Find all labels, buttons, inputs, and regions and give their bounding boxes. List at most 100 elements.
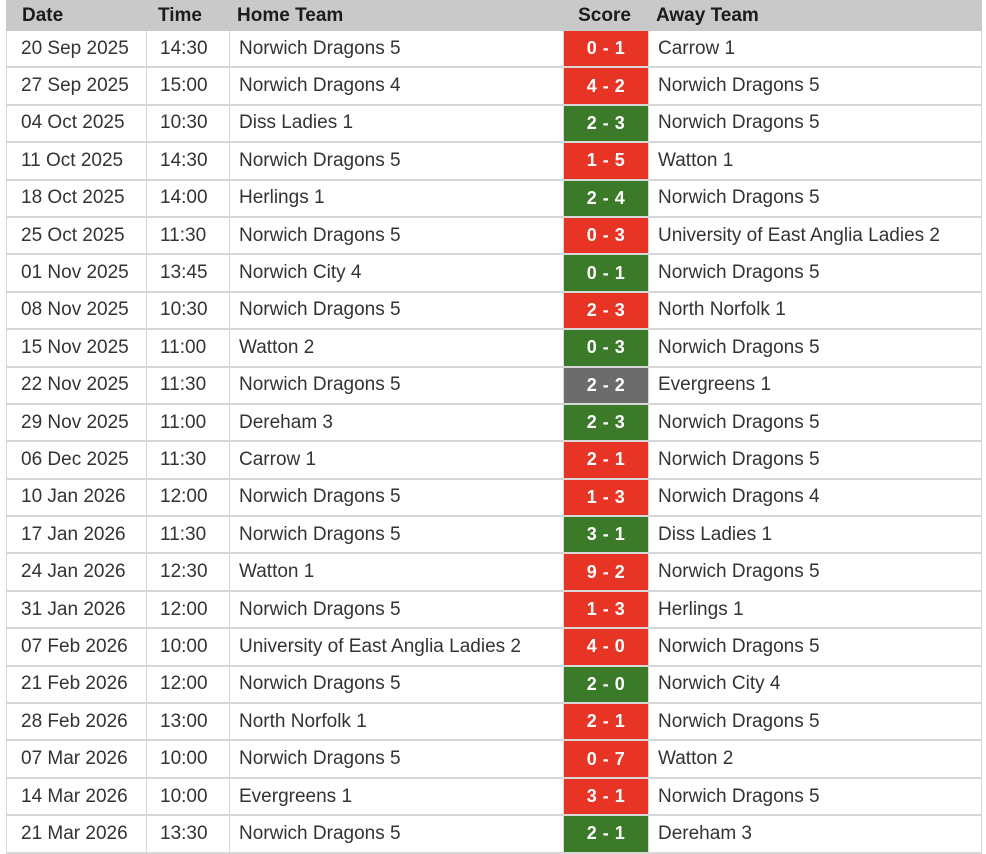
date-cell: 15 Nov 2025 [21, 336, 129, 358]
date-cell: 20 Sep 2025 [21, 37, 129, 59]
score-badge: 1 - 3 [564, 479, 648, 516]
score-cell: 2 - 2 [563, 367, 648, 403]
time-cell: 13:45 [146, 255, 229, 291]
home-team-cell: Norwich Dragons 5 [229, 31, 563, 67]
score-badge: 2 - 3 [564, 105, 648, 142]
date-cell: 25 Oct 2025 [21, 224, 125, 246]
table-row: 21 Feb 2026 12:00 Norwich Dragons 5 2 - … [7, 666, 981, 705]
time-cell: 12:00 [146, 666, 229, 703]
away-team-cell: Norwich Dragons 5 [648, 330, 981, 366]
time-cell: 10:30 [146, 292, 229, 329]
score-badge: 2 - 1 [564, 816, 648, 852]
table-row: 21 Mar 2026 13:30 Norwich Dragons 5 2 - … [7, 816, 981, 854]
time-cell: 14:00 [146, 180, 229, 216]
score-cell: 1 - 3 [563, 591, 648, 628]
time-cell: 15:00 [146, 68, 229, 104]
score-badge: 1 - 5 [564, 143, 648, 179]
table-row: 08 Nov 2025 10:30 Norwich Dragons 5 2 - … [7, 292, 981, 331]
table-row: 11 Oct 2025 14:30 Norwich Dragons 5 1 - … [7, 143, 981, 181]
score-cell: 1 - 3 [563, 479, 648, 516]
table-row: 29 Nov 2025 11:00 Dereham 3 2 - 3 Norwic… [7, 404, 981, 443]
home-team-cell: Norwich Dragons 4 [229, 68, 563, 104]
home-team-cell: Evergreens 1 [229, 778, 563, 815]
column-header-home-team: Home Team [237, 4, 344, 26]
home-team-cell: Norwich Dragons 5 [229, 591, 563, 628]
score-badge: 4 - 0 [564, 629, 648, 665]
score-cell: 2 - 1 [563, 442, 648, 478]
score-badge: 0 - 1 [564, 255, 648, 291]
time-cell: 14:30 [146, 31, 229, 67]
table-row: 22 Nov 2025 11:30 Norwich Dragons 5 2 - … [7, 367, 981, 405]
score-cell: 2 - 4 [563, 180, 648, 216]
table-row: 06 Dec 2025 11:30 Carrow 1 2 - 1 Norwich… [7, 442, 981, 480]
away-team-cell: Norwich Dragons 5 [648, 68, 981, 104]
away-team-cell: Dereham 3 [648, 816, 981, 852]
time-cell: 10:00 [146, 741, 229, 777]
time-cell: 14:30 [146, 143, 229, 179]
away-team-cell: Norwich Dragons 5 [648, 554, 981, 590]
date-cell: 10 Jan 2026 [21, 486, 126, 508]
away-team-cell: Carrow 1 [648, 31, 981, 67]
table-row: 25 Oct 2025 11:30 Norwich Dragons 5 0 - … [7, 217, 981, 256]
score-badge: 2 - 2 [564, 367, 648, 403]
date-cell: 11 Oct 2025 [21, 149, 124, 171]
away-team-cell: Norwich Dragons 5 [648, 629, 981, 665]
date-cell: 07 Feb 2026 [21, 635, 128, 657]
table-row: 07 Feb 2026 10:00 University of East Ang… [7, 629, 981, 667]
column-header-time: Time [158, 4, 203, 26]
away-team-cell: Norwich Dragons 5 [648, 105, 981, 142]
score-badge: 0 - 7 [564, 741, 648, 777]
date-cell: 21 Feb 2026 [21, 673, 128, 695]
time-cell: 10:00 [146, 778, 229, 815]
home-team-cell: Norwich Dragons 5 [229, 517, 563, 553]
fixtures-body: 20 Sep 2025 14:30 Norwich Dragons 5 0 - … [6, 31, 982, 854]
time-cell: 11:00 [146, 404, 229, 441]
table-row: 20 Sep 2025 14:30 Norwich Dragons 5 0 - … [7, 31, 981, 69]
home-team-cell: Norwich Dragons 5 [229, 292, 563, 329]
score-badge: 0 - 1 [564, 31, 648, 67]
time-cell: 12:00 [146, 479, 229, 516]
score-cell: 2 - 1 [563, 704, 648, 740]
date-cell: 07 Mar 2026 [21, 748, 128, 770]
time-cell: 11:30 [146, 517, 229, 553]
home-team-cell: Norwich Dragons 5 [229, 143, 563, 179]
away-team-cell: Evergreens 1 [648, 367, 981, 403]
score-cell: 2 - 3 [563, 105, 648, 142]
score-cell: 4 - 2 [563, 68, 648, 104]
date-cell: 27 Sep 2025 [21, 75, 129, 97]
home-team-cell: Norwich Dragons 5 [229, 666, 563, 703]
away-team-cell: University of East Anglia Ladies 2 [648, 217, 981, 254]
home-team-cell: Watton 2 [229, 330, 563, 366]
home-team-cell: Norwich Dragons 5 [229, 741, 563, 777]
score-badge: 2 - 1 [564, 704, 648, 740]
score-badge: 2 - 3 [564, 292, 648, 329]
score-badge: 2 - 1 [564, 442, 648, 478]
time-cell: 13:30 [146, 816, 229, 852]
home-team-cell: Norwich City 4 [229, 255, 563, 291]
home-team-cell: Norwich Dragons 5 [229, 367, 563, 403]
date-cell: 04 Oct 2025 [21, 112, 125, 134]
home-team-cell: Carrow 1 [229, 442, 563, 478]
score-cell: 2 - 1 [563, 816, 648, 852]
table-row: 18 Oct 2025 14:00 Herlings 1 2 - 4 Norwi… [7, 180, 981, 218]
away-team-cell: Norwich Dragons 5 [648, 255, 981, 291]
date-cell: 06 Dec 2025 [21, 448, 129, 470]
table-row: 14 Mar 2026 10:00 Evergreens 1 3 - 1 Nor… [7, 778, 981, 817]
table-row: 27 Sep 2025 15:00 Norwich Dragons 4 4 - … [7, 68, 981, 106]
date-cell: 29 Nov 2025 [21, 411, 129, 433]
away-team-cell: Watton 1 [648, 143, 981, 179]
date-cell: 24 Jan 2026 [21, 561, 126, 583]
score-cell: 3 - 1 [563, 778, 648, 815]
table-row: 28 Feb 2026 13:00 North Norfolk 1 2 - 1 … [7, 704, 981, 742]
score-cell: 0 - 1 [563, 255, 648, 291]
score-cell: 2 - 3 [563, 292, 648, 329]
home-team-cell: Dereham 3 [229, 404, 563, 441]
home-team-cell: Norwich Dragons 5 [229, 217, 563, 254]
fixtures-table: Date Time Home Team Score Away Team 20 S… [6, 0, 982, 854]
away-team-cell: Norwich Dragons 5 [648, 180, 981, 216]
time-cell: 11:30 [146, 442, 229, 478]
time-cell: 13:00 [146, 704, 229, 740]
table-row: 01 Nov 2025 13:45 Norwich City 4 0 - 1 N… [7, 255, 981, 293]
home-team-cell: Herlings 1 [229, 180, 563, 216]
away-team-cell: Herlings 1 [648, 591, 981, 628]
